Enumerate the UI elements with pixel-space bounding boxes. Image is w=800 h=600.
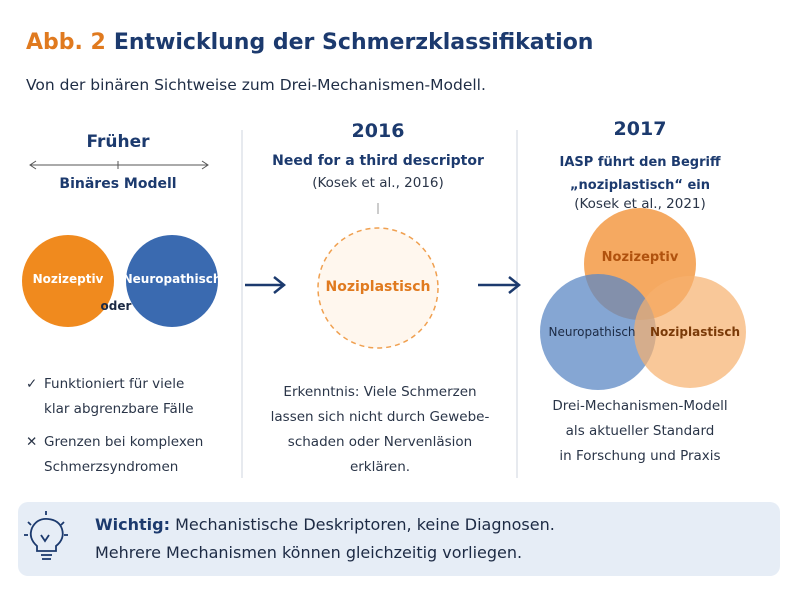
heading-line: „noziplastisch“ ein	[570, 178, 710, 193]
point: Grenzen bei komplexen Schmerzsyndromen	[44, 430, 203, 480]
circle-label: Neuropathisch	[122, 272, 222, 286]
citation: (Kosek et al., 2021)	[574, 196, 706, 212]
citation: (Kosek et al., 2016)	[312, 175, 444, 191]
double-arrow	[29, 160, 209, 170]
cross-icon: ✕	[26, 434, 38, 450]
year: 2016	[351, 120, 405, 142]
connector: oder	[100, 299, 132, 313]
note: Erkenntnis: Viele Schmerzen lassen sich …	[271, 380, 490, 480]
note-line: als aktueller Standard	[565, 423, 715, 439]
title-text: Entwicklung der Schmerzklassifikation	[113, 30, 594, 55]
footer-line: Mehrere Mechanismen können gleichzeitig …	[95, 543, 523, 562]
note-line: in Forschung und Praxis	[559, 448, 721, 464]
point: Funktioniert für viele klar abgrenzbare F…	[44, 372, 194, 422]
footer-line: Wichtig: Mechanistische Deskriptoren, ke…	[95, 515, 555, 534]
column-heading: Need for a third descriptor	[272, 153, 484, 169]
note-line: Erkenntnis: Viele Schmerzen	[283, 384, 477, 400]
subtitle: Von der binären Sichtweise zum Drei-Mech…	[26, 76, 486, 94]
circle-nociplastic	[317, 227, 439, 349]
column-heading: IASP führt den Begriff „noziplastisch“ e…	[560, 151, 721, 197]
year: 2017	[613, 118, 667, 140]
circle-label: Noziplastisch	[325, 279, 431, 295]
circle-label: Nozizeptiv	[601, 250, 679, 265]
circle-nociceptive	[22, 235, 114, 327]
point-line: klar abgrenzbare Fälle	[44, 401, 194, 417]
venn-neuropathic	[540, 274, 656, 390]
bulb-icon	[24, 511, 68, 560]
point-line: Funktioniert für viele	[44, 376, 185, 392]
note-line: lassen sich nicht durch Gewebe-	[270, 409, 490, 425]
circle-label: Nozizeptiv	[32, 272, 104, 286]
point-line: Schmerzsyndromen	[44, 459, 179, 475]
footer-text: Mechanistische Deskriptoren, keine Diagn…	[175, 515, 555, 534]
point-line: Grenzen bei komplexen	[44, 434, 204, 450]
venn-nociplastic	[634, 276, 746, 388]
heading-line: IASP führt den Begriff	[559, 155, 721, 170]
circle-label: Neuropathisch	[548, 325, 636, 339]
footer-label: Wichtig:	[95, 515, 170, 534]
note-line: erklären.	[349, 459, 411, 475]
model-label: Binäres Modell	[59, 176, 177, 192]
figure-label: Abb. 2	[26, 30, 106, 55]
circle-label: Noziplastisch	[650, 325, 740, 339]
circle-neuropathic	[126, 235, 218, 327]
column-heading: Früher	[86, 132, 150, 152]
note-line: Drei-Mechanismen-Modell	[552, 398, 728, 414]
check-icon: ✓	[26, 376, 38, 392]
title: Abb. 2 Entwicklung der Schmerzklassifikat…	[26, 30, 593, 55]
note-line: schaden oder Nervenläsion	[287, 434, 473, 450]
arrow	[245, 276, 287, 294]
note: Drei-Mechanismen-Modell als aktueller St…	[552, 394, 727, 469]
arrow	[478, 276, 522, 294]
footer-box	[18, 502, 780, 576]
